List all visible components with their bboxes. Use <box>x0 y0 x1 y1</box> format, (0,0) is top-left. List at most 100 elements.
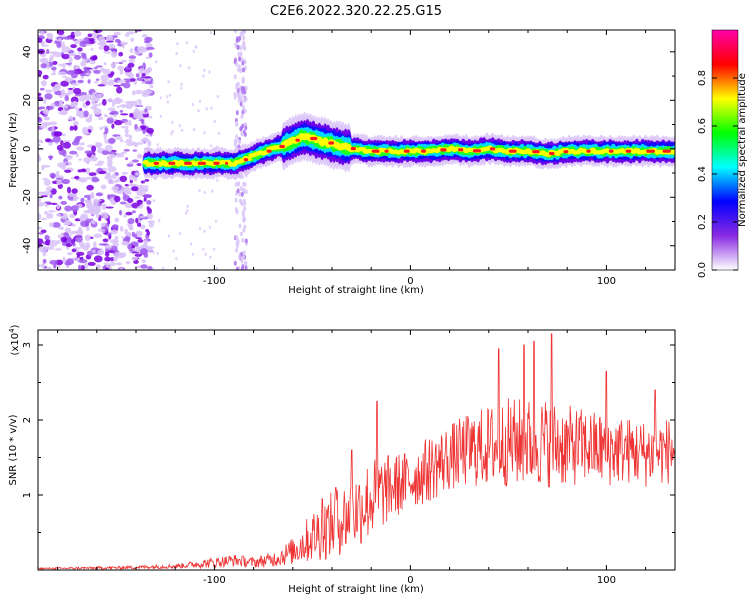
noise-speck <box>215 267 218 270</box>
noise-speck <box>49 222 54 228</box>
noise-speck <box>136 77 144 81</box>
noise-speck <box>139 184 144 188</box>
noise-speck <box>138 47 147 54</box>
noise-stripe-speck <box>234 138 238 144</box>
noise-speck <box>125 157 129 161</box>
noise-speck <box>38 213 42 220</box>
noise-speck <box>113 84 121 87</box>
noise-speck <box>123 149 130 152</box>
y-tick-label: 40 <box>22 45 33 58</box>
noise-speck <box>123 214 127 218</box>
noise-speck <box>87 33 93 38</box>
noise-stripe-speck <box>240 258 244 264</box>
noise-speck <box>128 174 134 181</box>
noise-speck <box>191 252 195 256</box>
noise-speck <box>144 179 150 182</box>
noise-speck <box>38 238 44 245</box>
noise-speck <box>156 143 160 147</box>
noise-speck <box>103 114 109 118</box>
noise-speck <box>119 225 124 232</box>
noise-speck <box>44 93 53 100</box>
noise-speck <box>93 30 103 34</box>
noise-speck <box>68 56 73 64</box>
noise-speck <box>111 224 119 229</box>
noise-speck <box>144 108 148 113</box>
noise-speck <box>62 133 66 137</box>
noise-speck <box>129 223 133 230</box>
noise-speck <box>107 79 115 86</box>
noise-speck <box>124 127 129 135</box>
ridge-core <box>489 147 496 151</box>
noise-speck <box>120 201 127 205</box>
noise-speck <box>40 30 45 36</box>
noise-stripe-speck <box>233 30 237 33</box>
snr-axes: -100 0 100 1 2 3 <box>22 330 675 586</box>
noise-speck <box>96 78 100 81</box>
noise-speck <box>119 175 128 182</box>
noise-speck <box>165 95 169 99</box>
noise-speck <box>73 65 79 70</box>
ridge-core <box>472 149 481 153</box>
noise-speck <box>116 80 125 83</box>
noise-speck <box>178 232 182 236</box>
noise-speck <box>131 159 139 163</box>
ridge-core <box>350 147 356 151</box>
noise-speck <box>97 36 106 44</box>
noise-speck <box>60 80 69 87</box>
noise-speck <box>43 98 47 104</box>
noise-speck <box>175 51 178 56</box>
noise-speck <box>97 249 105 256</box>
noise-speck <box>46 213 54 219</box>
noise-speck <box>111 123 115 129</box>
noise-speck <box>107 166 117 173</box>
snr-y-axis-label: SNR (10 * v/v) <box>8 414 19 485</box>
noise-stripe-speck <box>233 260 237 266</box>
noise-speck <box>110 229 118 235</box>
x-tick-label: 0 <box>407 276 413 287</box>
noise-speck <box>47 210 57 213</box>
noise-speck <box>141 33 148 38</box>
noise-speck <box>71 72 78 79</box>
noise-speck <box>65 62 72 65</box>
ridge-core <box>295 138 300 142</box>
x-tick-label: -100 <box>203 276 226 287</box>
noise-speck <box>40 63 47 69</box>
ridge-core <box>458 148 464 152</box>
noise-speck <box>102 214 109 219</box>
noise-speck <box>134 196 141 199</box>
noise-speck <box>128 58 135 64</box>
noise-speck <box>142 128 146 135</box>
noise-speck <box>130 37 135 42</box>
snr-panel: -100 0 100 1 2 3 Height of straight line (km)… <box>8 324 676 595</box>
noise-stripe-speck <box>241 209 245 215</box>
noise-stripe-speck <box>235 247 239 253</box>
colorbar-bar <box>711 29 739 271</box>
noise-speck <box>128 134 133 140</box>
noise-speck <box>125 211 133 216</box>
noise-speck <box>108 43 116 50</box>
noise-speck <box>43 179 51 186</box>
noise-stripe-speck <box>243 30 246 35</box>
noise-speck <box>74 107 81 110</box>
noise-speck <box>139 215 147 218</box>
noise-speck <box>122 186 132 193</box>
noise-stripe-speck <box>236 181 240 187</box>
noise-speck <box>143 90 153 94</box>
noise-speck <box>172 249 175 253</box>
noise-speck <box>60 200 67 205</box>
noise-speck <box>198 189 201 193</box>
noise-speck <box>135 237 143 240</box>
noise-speck <box>126 139 133 142</box>
noise-stripe-speck <box>236 37 240 43</box>
noise-speck <box>50 202 58 205</box>
ridge-core <box>586 149 591 153</box>
noise-speck <box>107 159 113 166</box>
noise-speck <box>73 125 78 131</box>
noise-speck <box>129 161 134 165</box>
noise-speck <box>84 66 88 74</box>
noise-stripe-speck <box>241 60 245 66</box>
noise-speck <box>135 73 140 78</box>
noise-speck <box>114 217 120 223</box>
noise-speck <box>167 234 171 238</box>
ridge-core <box>440 148 447 152</box>
